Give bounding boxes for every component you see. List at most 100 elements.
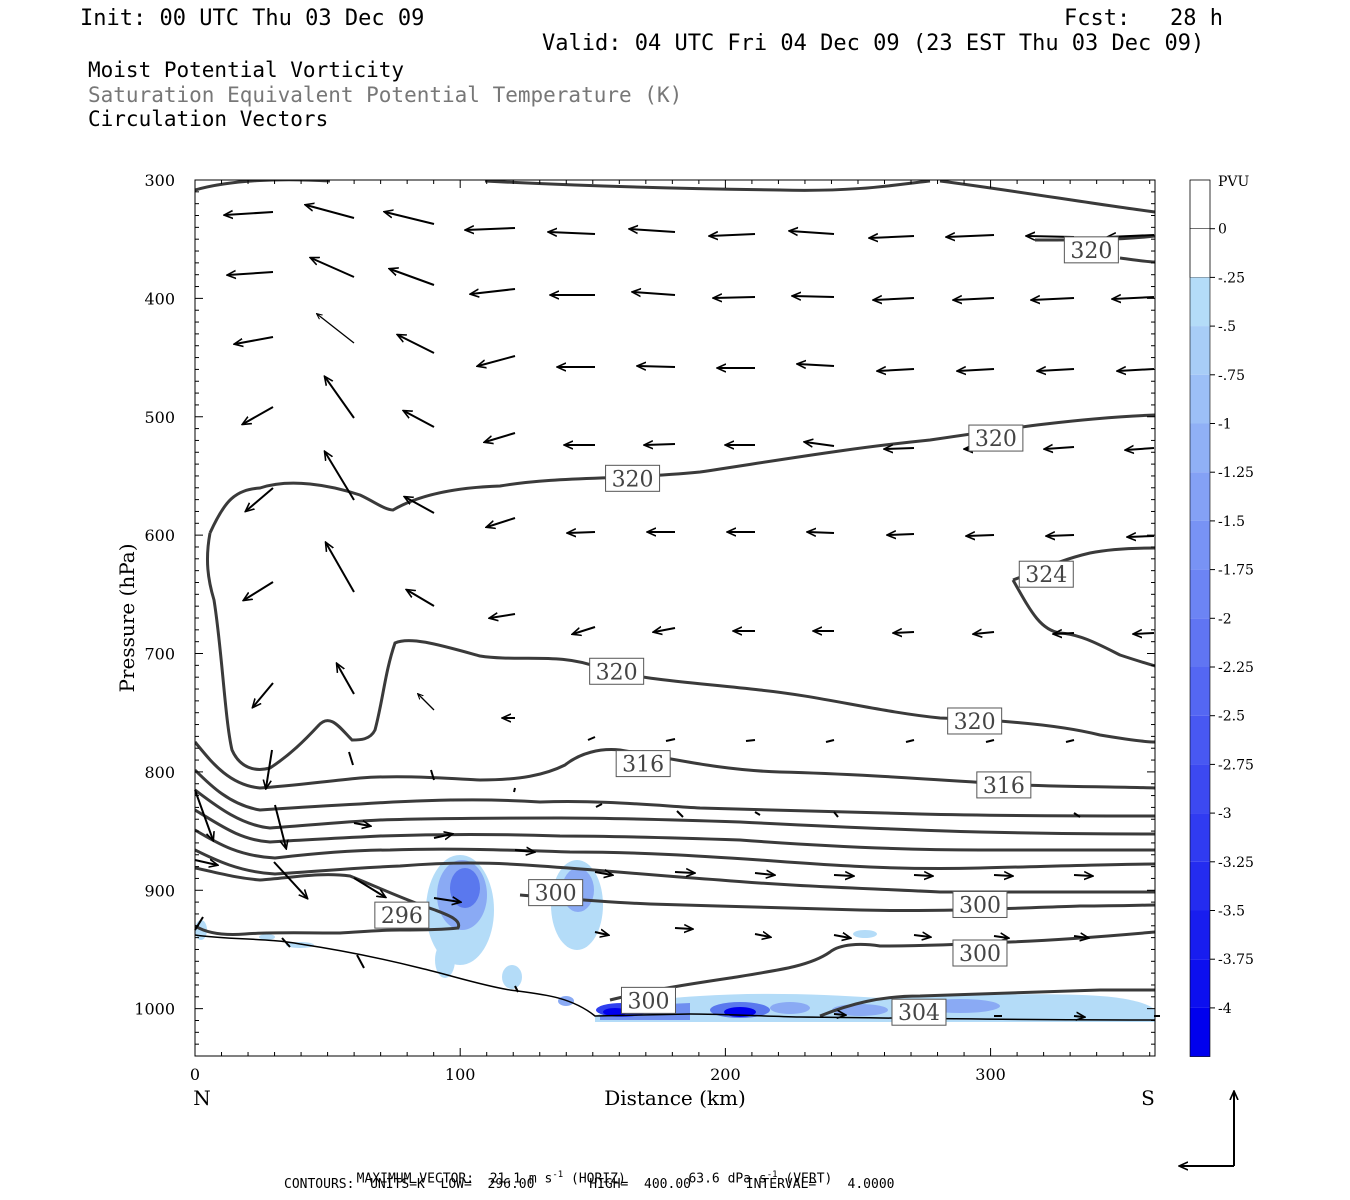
max-vector-line: MAXIMUM VECTOR: 21.1 m s-1 (HORIZ) 63.6 …: [341, 1158, 833, 1187]
contour-line: [195, 180, 331, 192]
axes: 300 400 500 600 700 800 900 1000 0 100 200 300: [134, 171, 1155, 1084]
vector-arrow: [1047, 535, 1075, 536]
colorbar-unit: PVU: [1218, 174, 1250, 190]
vector-arrow: [1054, 633, 1075, 634]
x-tick-label: 200: [710, 1065, 741, 1084]
vector-arrow: [710, 234, 756, 236]
colorbar-swatch: [1190, 326, 1210, 375]
vector-arrow: [885, 448, 915, 449]
vector-arrow: [595, 803, 603, 808]
vector-arrow: [913, 875, 932, 876]
vector-arrow: [325, 377, 355, 419]
vector-arrow: [745, 739, 756, 742]
vector-arrow: [638, 366, 676, 367]
vector-arrow: [281, 937, 291, 948]
vector-arrow: [246, 487, 274, 511]
colorbar-label: -1: [1218, 417, 1232, 433]
contour-line: [519, 893, 1155, 913]
contour-info-line: CONTOURS: UNITS=K LOW= 296.00 HIGH= 400.…: [284, 1177, 895, 1192]
vector-arrow: [549, 232, 596, 234]
vector-arrow: [235, 336, 274, 344]
contour-label-box: [605, 464, 661, 492]
vector-arrow: [418, 694, 435, 711]
max-vector-vert-tail: (VERT): [785, 1171, 833, 1187]
reference-vector-icon: [1180, 1092, 1234, 1166]
colorbar-label: -2.75: [1218, 757, 1254, 773]
vector-arrow: [311, 258, 355, 278]
contour-line: [195, 808, 1155, 852]
vector-arrow: [478, 355, 516, 366]
colorbar-swatch: [1190, 423, 1210, 473]
vector-arrow: [993, 936, 1008, 938]
colorbar-label: 0: [1218, 222, 1227, 238]
contour-line: [1119, 256, 1155, 264]
colorbar-swatch: [1190, 569, 1210, 619]
contour-label-box: [374, 901, 430, 929]
colorbar-swatch: [1189, 228, 1211, 278]
colorbar-label: -2.25: [1218, 660, 1254, 676]
vector-arrow: [630, 229, 676, 232]
field-title-thetaes: Saturation Equivalent Potential Temperat…: [88, 83, 683, 107]
vector-arrow: [674, 872, 694, 873]
colorbar-swatch: [1190, 813, 1210, 862]
vector-arrow: [1073, 1016, 1084, 1017]
vector-arrow: [633, 292, 676, 295]
colorbar-swatch: [1189, 179, 1211, 229]
vector-arrow: [958, 369, 995, 371]
vector-arrow: [398, 335, 435, 354]
vector-arrow: [1134, 633, 1155, 634]
contour-label: 300: [535, 882, 577, 907]
vector-arrow: [273, 861, 307, 898]
vector-arrow: [1073, 812, 1081, 818]
vector-arrow: [430, 769, 435, 781]
plot-frame: [194, 179, 1156, 1057]
field-title-mpv: Moist Potential Vorticity: [88, 58, 405, 82]
vector-arrow: [714, 297, 756, 298]
vector-arrow: [433, 834, 452, 838]
contour-label: 300: [959, 942, 1001, 967]
contour-line: [484, 180, 931, 192]
theta-es-contours: [195, 180, 1155, 1018]
vector-arrow: [808, 532, 835, 533]
contour-label-box: [976, 771, 1032, 799]
contour-label: 320: [1070, 239, 1112, 264]
contour-label: 320: [954, 710, 996, 735]
contour-label: 316: [983, 774, 1025, 799]
vector-arrow: [985, 739, 995, 743]
x-tick-label: 100: [445, 1065, 476, 1084]
contour-label: 320: [612, 467, 654, 492]
contour-label-box: [1018, 560, 1074, 588]
vector-arrow: [194, 789, 213, 840]
vector-arrow: [674, 928, 692, 929]
vector-arrow: [754, 811, 761, 816]
vector-arrow: [228, 272, 274, 275]
vector-arrow: [274, 804, 286, 848]
x-tick-label: 300: [975, 1065, 1006, 1084]
vector-arrow: [244, 581, 274, 600]
pv-blob: [770, 1002, 810, 1014]
pv-blob: [853, 930, 877, 938]
contour-label-box: [615, 750, 671, 778]
colorbar-label: -3.5: [1218, 904, 1245, 920]
contour-label-box: [952, 890, 1008, 918]
vector-arrow: [385, 212, 435, 225]
vector-arrow: [471, 288, 516, 294]
vector-arrow: [967, 535, 995, 536]
field-title-vectors: Circulation Vectors: [88, 107, 329, 131]
max-vector-horiz: 21.1 m s: [489, 1171, 553, 1187]
vector-arrow: [587, 736, 596, 741]
vector-arrow: [993, 875, 1012, 876]
colorbar-label: -2: [1218, 611, 1232, 627]
vector-arrow: [833, 811, 839, 818]
colorbar-swatch: [1190, 374, 1210, 424]
vector-arrow: [825, 739, 835, 743]
contour-label-box: [589, 657, 645, 685]
init-time: Init: 00 UTC Thu 03 Dec 09: [80, 6, 425, 31]
contour-line: [195, 866, 461, 936]
y-tick-label: 800: [144, 763, 175, 782]
contour-label-box: [1063, 236, 1119, 264]
vector-arrow: [1032, 298, 1075, 300]
contour-line: [939, 180, 1155, 214]
vector-arrow: [754, 873, 774, 875]
